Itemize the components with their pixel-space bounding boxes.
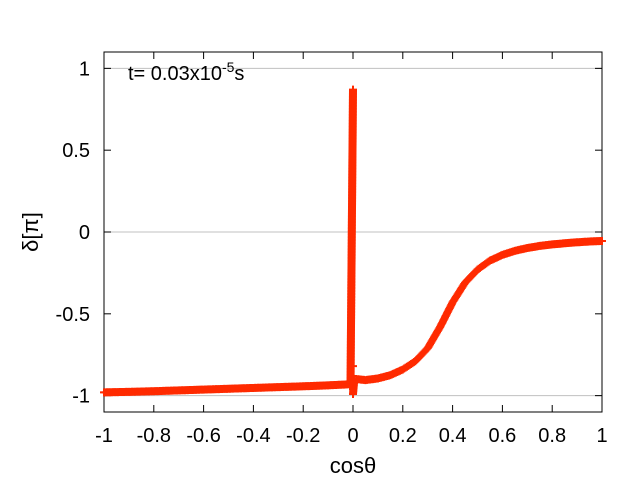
time-annotation-base: t= 0.03x10 <box>128 63 222 85</box>
x-tick-label: -0.6 <box>186 425 220 447</box>
x-tick-label: 0.6 <box>488 425 516 447</box>
x-tick-label: 0.2 <box>389 425 417 447</box>
x-tick-label: -1 <box>95 425 113 447</box>
x-tick-label: -0.4 <box>236 425 270 447</box>
x-tick-label: 0 <box>347 425 358 447</box>
data-point <box>348 87 357 96</box>
axis-ticks <box>103 52 603 412</box>
data-point <box>596 237 605 246</box>
x-tick-label: -0.2 <box>286 425 320 447</box>
time-annotation-exponent: -5 <box>222 59 235 75</box>
x-tick-label: -0.8 <box>137 425 171 447</box>
y-tick-label: 0 <box>79 222 90 244</box>
y-axis-label: δ[π] <box>18 212 43 252</box>
data-points <box>100 85 606 398</box>
y-tick-label: -0.5 <box>56 304 90 326</box>
time-annotation-unit: s <box>234 63 244 85</box>
time-annotation: t= 0.03x10-5s <box>128 59 244 85</box>
y-tick-labels: -1 -0.5 0 0.5 1 <box>56 58 90 407</box>
y-tick-label: -1 <box>72 386 90 408</box>
x-axis-label: cosθ <box>330 453 376 478</box>
x-tick-label: 0.8 <box>538 425 566 447</box>
x-tick-labels: -1 -0.8 -0.6 -0.4 -0.2 0 0.2 0.4 0.6 0.8 1 <box>95 425 607 447</box>
y-tick-label: 0.5 <box>62 140 90 162</box>
x-tick-label: 1 <box>596 425 607 447</box>
y-tick-label: 1 <box>79 58 90 80</box>
x-tick-label: 0.4 <box>439 425 467 447</box>
